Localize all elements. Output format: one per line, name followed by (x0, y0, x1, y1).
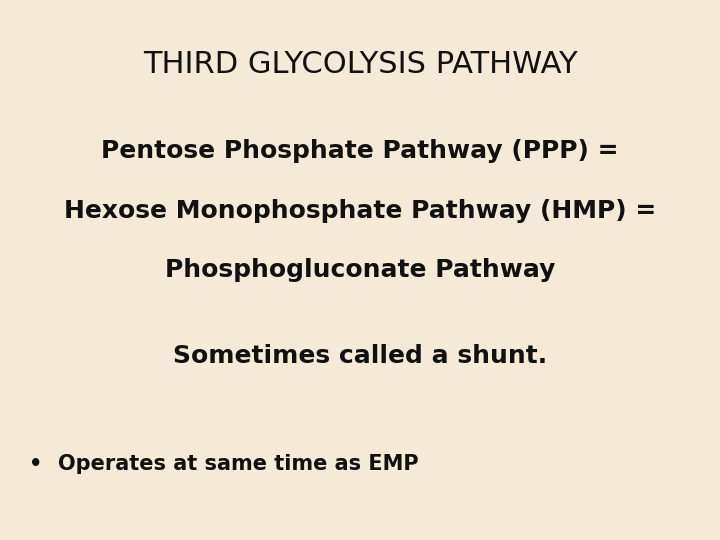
Text: Hexose Monophosphate Pathway (HMP) =: Hexose Monophosphate Pathway (HMP) = (64, 199, 656, 222)
Text: Pentose Phosphate Pathway (PPP) =: Pentose Phosphate Pathway (PPP) = (102, 139, 618, 163)
Text: Sometimes called a shunt.: Sometimes called a shunt. (173, 345, 547, 368)
Text: THIRD GLYCOLYSIS PATHWAY: THIRD GLYCOLYSIS PATHWAY (143, 50, 577, 79)
Text: Phosphogluconate Pathway: Phosphogluconate Pathway (165, 258, 555, 282)
Text: Operates at same time as EMP: Operates at same time as EMP (58, 454, 418, 475)
Text: •: • (30, 454, 42, 475)
